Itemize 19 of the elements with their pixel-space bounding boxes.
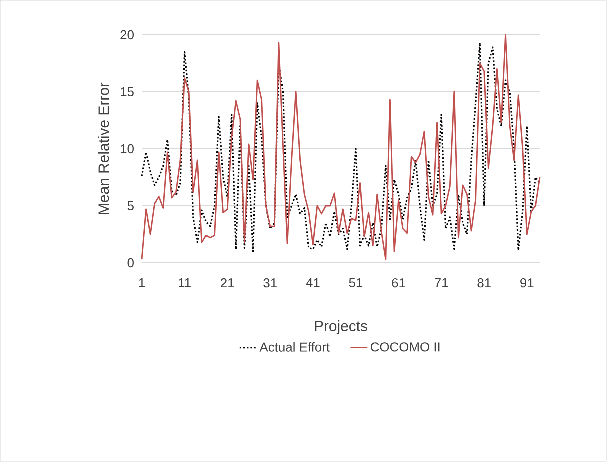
x-tick-label: 31 [264,278,277,288]
x-tick-label: 51 [349,278,363,288]
x-tick-label: 1 [139,278,145,288]
x-axis-title: Projects [315,320,368,334]
x-tick-label: 61 [392,278,406,288]
x-tick-label: 71 [435,278,448,288]
y-axis-title: Mean Relative Error [98,82,110,214]
legend-label: Actual Effort [260,342,330,352]
x-tick-label: 41 [306,278,320,288]
legend-label: COCOMO II [371,342,440,352]
x-tick-label: 21 [221,278,234,288]
y-tick-label: 15 [121,87,134,97]
y-tick-label: 10 [121,144,134,154]
y-tick-label: 5 [128,201,134,211]
x-tick-label: 11 [179,278,191,288]
y-tick-label: 0 [128,258,134,268]
x-tick-label: 91 [520,278,534,288]
x-tick-label: 81 [478,278,491,288]
y-tick-label: 20 [120,30,134,40]
